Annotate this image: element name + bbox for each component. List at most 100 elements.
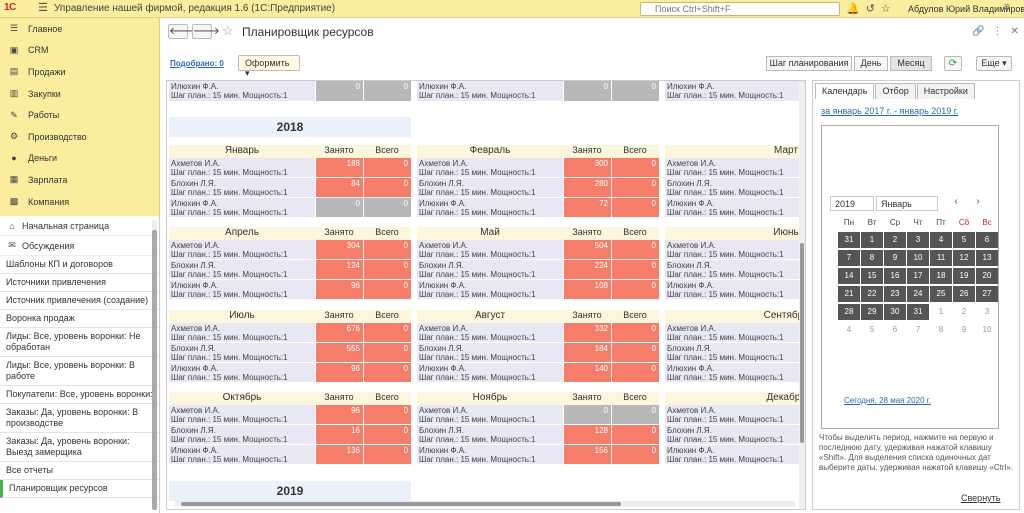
sidebar-item-money[interactable]: ● Деньги bbox=[0, 148, 159, 170]
resource-row[interactable]: Блохин Л.Я. Шаг план.: 15 мин. Мощность:1 bbox=[665, 425, 805, 445]
resource-row[interactable]: Ахметов И.А. Шаг план.: 15 мин. Мощность:… bbox=[417, 323, 659, 343]
busy-cell[interactable]: 332 bbox=[563, 323, 611, 342]
calendar-day[interactable]: 6 bbox=[884, 322, 906, 338]
busy-cell[interactable]: 555 bbox=[315, 343, 363, 362]
menu-icon[interactable]: ☰ bbox=[38, 2, 48, 14]
link-icon[interactable]: 🔗 bbox=[972, 26, 985, 37]
busy-cell[interactable]: 84 bbox=[315, 178, 363, 197]
resource-row[interactable]: Блохин Л.Я. Шаг план.: 15 мин. Мощность:1… bbox=[169, 178, 411, 198]
resource-row[interactable]: Ахметов И.А. Шаг план.: 15 мин. Мощность:… bbox=[665, 323, 805, 343]
sidebar-item-crm[interactable]: ▣ CRM bbox=[0, 40, 159, 62]
calendar-day[interactable]: 27 bbox=[976, 286, 998, 302]
nav-link[interactable]: Воронка продаж bbox=[0, 310, 159, 328]
favorite-star-icon[interactable]: ☆ bbox=[222, 23, 234, 38]
tab-filter[interactable]: Отбор bbox=[875, 83, 916, 99]
window-menu-icon[interactable]: ≡ bbox=[1004, 2, 1010, 13]
calendar-day[interactable]: 12 bbox=[953, 250, 975, 266]
busy-cell[interactable]: 224 bbox=[563, 260, 611, 279]
resource-row[interactable]: Ахметов И.А. Шаг план.: 15 мин. Мощность:… bbox=[169, 240, 411, 260]
calendar-day[interactable]: 4 bbox=[838, 322, 860, 338]
month-select[interactable]: Январь bbox=[876, 196, 938, 211]
total-cell[interactable]: 0 bbox=[611, 343, 659, 362]
period-link[interactable]: за январь 2017 г. - январь 2019 г. bbox=[821, 106, 959, 116]
sidebar-item-works[interactable]: ✎ Работы bbox=[0, 104, 159, 126]
grid-vscrollbar[interactable] bbox=[799, 83, 805, 509]
resource-row[interactable]: Ахметов И.А. Шаг план.: 15 мин. Мощность:… bbox=[169, 405, 411, 425]
resource-row[interactable]: Ахметов И.А. Шаг план.: 15 мин. Мощность:… bbox=[417, 240, 659, 260]
resource-row[interactable]: Ахметов И.А. Шаг план.: 15 мин. Мощность:… bbox=[169, 323, 411, 343]
total-cell[interactable]: 0 bbox=[363, 178, 411, 197]
forward-button[interactable]: 🡒 bbox=[192, 24, 220, 39]
today-link[interactable]: Сегодня, 28 мая 2020 г. bbox=[844, 396, 931, 405]
calendar-day[interactable]: 9 bbox=[884, 250, 906, 266]
resource-row[interactable]: Блохин Л.Я. Шаг план.: 15 мин. Мощность:1 bbox=[665, 178, 805, 198]
sidebar-item-sales[interactable]: ▤ Продажи bbox=[0, 61, 159, 83]
sidebar-item-company[interactable]: ▩ Компания bbox=[0, 191, 159, 213]
top-resource-row[interactable]: Илюхин Ф.А. Шаг план.: 15 мин. Мощность:1 bbox=[665, 81, 805, 101]
calendar-day[interactable]: 9 bbox=[953, 322, 975, 338]
total-cell[interactable]: 0 bbox=[363, 343, 411, 362]
nav-link[interactable]: Покупатели: Все, уровень воронки: bbox=[0, 386, 159, 404]
calendar-day[interactable]: 31 bbox=[838, 232, 860, 248]
calendar-day[interactable]: 7 bbox=[907, 322, 929, 338]
busy-cell[interactable]: 188 bbox=[315, 158, 363, 177]
day-view-button[interactable]: День bbox=[854, 56, 888, 71]
resource-row[interactable]: Блохин Л.Я. Шаг план.: 15 мин. Мощность:1… bbox=[169, 260, 411, 280]
resource-row[interactable]: Ахметов И.А. Шаг план.: 15 мин. Мощность:… bbox=[169, 158, 411, 178]
calendar-day[interactable]: 7 bbox=[838, 250, 860, 266]
calendar-day[interactable]: 18 bbox=[930, 268, 952, 284]
nav-link-active[interactable]: Планировщик ресурсов bbox=[0, 480, 159, 498]
calendar-day[interactable]: 24 bbox=[907, 286, 929, 302]
resource-row[interactable]: Ахметов И.А. Шаг план.: 15 мин. Мощность:… bbox=[665, 240, 805, 260]
global-search-input[interactable] bbox=[640, 2, 840, 16]
sidebar-item-main[interactable]: ☰ Главное bbox=[0, 18, 159, 40]
calendar-day[interactable]: 1 bbox=[930, 304, 952, 320]
total-cell[interactable]: 0 bbox=[611, 323, 659, 342]
resource-row[interactable]: Илюхин Ф.А. Шаг план.: 15 мин. Мощность:1 bbox=[665, 280, 805, 300]
calendar-day[interactable]: 25 bbox=[930, 286, 952, 302]
tab-calendar[interactable]: Календарь bbox=[815, 83, 875, 99]
sidebar-item-salary[interactable]: ▦ Зарплата bbox=[0, 169, 159, 191]
calendar-day[interactable]: 8 bbox=[861, 250, 883, 266]
calendar-day[interactable]: 4 bbox=[930, 232, 952, 248]
calendar-day[interactable]: 10 bbox=[907, 250, 929, 266]
grid-vscroll-thumb[interactable] bbox=[800, 243, 804, 443]
calendar-day[interactable]: 31 bbox=[907, 304, 929, 320]
load-cell[interactable]: 0 bbox=[563, 81, 611, 101]
total-cell[interactable]: 0 bbox=[611, 363, 659, 382]
busy-cell[interactable]: 108 bbox=[563, 280, 611, 299]
collapse-link[interactable]: Свернуть bbox=[961, 493, 1001, 503]
total-cell[interactable]: 0 bbox=[611, 280, 659, 299]
busy-cell[interactable]: 0 bbox=[563, 405, 611, 424]
total-cell[interactable]: 0 bbox=[363, 158, 411, 177]
total-cell[interactable]: 0 bbox=[363, 198, 411, 217]
calendar-day[interactable]: 8 bbox=[930, 322, 952, 338]
busy-cell[interactable]: 140 bbox=[563, 363, 611, 382]
resource-row[interactable]: Блохин Л.Я. Шаг план.: 15 мин. Мощность:1 bbox=[665, 343, 805, 363]
calendar-day[interactable]: 1 bbox=[861, 232, 883, 248]
calendar-day[interactable]: 14 bbox=[838, 268, 860, 284]
nav-scroll-thumb[interactable] bbox=[152, 230, 157, 510]
resource-row[interactable]: Блохин Л.Я. Шаг план.: 15 мин. Мощность:1… bbox=[169, 425, 411, 445]
total-cell[interactable]: 0 bbox=[611, 178, 659, 197]
busy-cell[interactable]: 504 bbox=[563, 240, 611, 259]
calendar-day[interactable]: 23 bbox=[884, 286, 906, 302]
resource-row[interactable]: Блохин Л.Я. Шаг план.: 15 мин. Мощность:1 bbox=[665, 260, 805, 280]
calendar-day[interactable]: 19 bbox=[953, 268, 975, 284]
resource-row[interactable]: Ахметов И.А. Шаг план.: 15 мин. Мощность:… bbox=[665, 405, 805, 425]
year-select[interactable]: 2019 bbox=[830, 196, 874, 211]
resource-row[interactable]: Илюхин Ф.А. Шаг план.: 15 мин. Мощность:1… bbox=[169, 198, 411, 218]
busy-cell[interactable]: 96 bbox=[315, 363, 363, 382]
nav-link[interactable]: Заказы: Да, уровень воронки: В производс… bbox=[0, 404, 159, 433]
calendar-day[interactable]: 3 bbox=[976, 304, 998, 320]
star-icon[interactable]: ☆ bbox=[880, 3, 891, 15]
busy-cell[interactable]: 136 bbox=[315, 445, 363, 464]
resource-row[interactable]: Блохин Л.Я. Шаг план.: 15 мин. Мощность:1… bbox=[417, 343, 659, 363]
total-cell[interactable]: 0 bbox=[611, 425, 659, 444]
calendar-day[interactable]: 15 bbox=[861, 268, 883, 284]
total-cell[interactable]: 0 bbox=[611, 260, 659, 279]
grid-hscrollbar[interactable] bbox=[175, 501, 795, 507]
busy-cell[interactable]: 300 bbox=[563, 158, 611, 177]
total-cell[interactable]: 0 bbox=[611, 198, 659, 217]
next-month-icon[interactable]: › bbox=[976, 196, 980, 207]
